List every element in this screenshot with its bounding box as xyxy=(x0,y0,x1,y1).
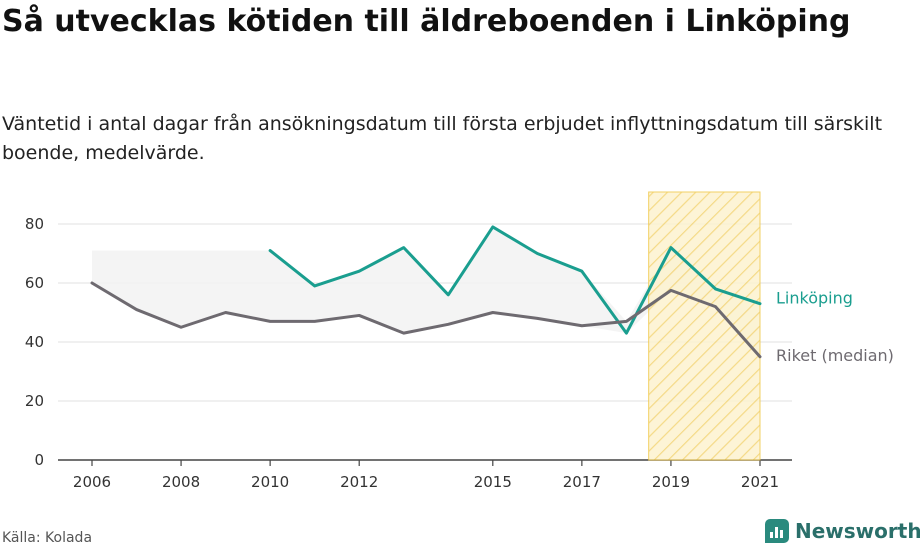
x-tick-label: 2017 xyxy=(563,473,601,491)
y-tick-label: 80 xyxy=(25,215,44,233)
y-tick-label: 40 xyxy=(25,333,44,351)
series-label: Riket (median) xyxy=(776,346,894,365)
chart-title: Så utvecklas kötiden till äldreboenden i… xyxy=(2,4,851,39)
x-tick-label: 2012 xyxy=(340,473,378,491)
y-tick-label: 20 xyxy=(25,392,44,410)
x-tick-label: 2008 xyxy=(162,473,200,491)
chart-subtitle: Väntetid i antal dagar från ansökningsda… xyxy=(2,113,883,164)
x-tick-label: 2006 xyxy=(73,473,111,491)
bar-chart-icon xyxy=(765,519,789,543)
x-tick-label: 2015 xyxy=(474,473,512,491)
brand-name: Newsworthy xyxy=(795,519,920,543)
y-tick-label: 60 xyxy=(25,274,44,292)
y-tick-label: 0 xyxy=(34,451,44,469)
series-line-linkoping xyxy=(268,225,762,335)
brand-logo: Newsworthy xyxy=(765,519,920,543)
source-note: Källa: Kolada xyxy=(2,530,93,546)
highlight-region xyxy=(648,191,761,461)
x-tick-label: 2019 xyxy=(652,473,690,491)
x-tick-label: 2021 xyxy=(741,473,779,491)
line-chart: 0 20 40 60 80 2006 2008 2010 2012 2015 2017 2019 202… xyxy=(25,191,894,491)
series-label: Linköping xyxy=(776,289,853,308)
x-tick-label: 2010 xyxy=(251,473,289,491)
series-line-riket xyxy=(90,281,762,359)
